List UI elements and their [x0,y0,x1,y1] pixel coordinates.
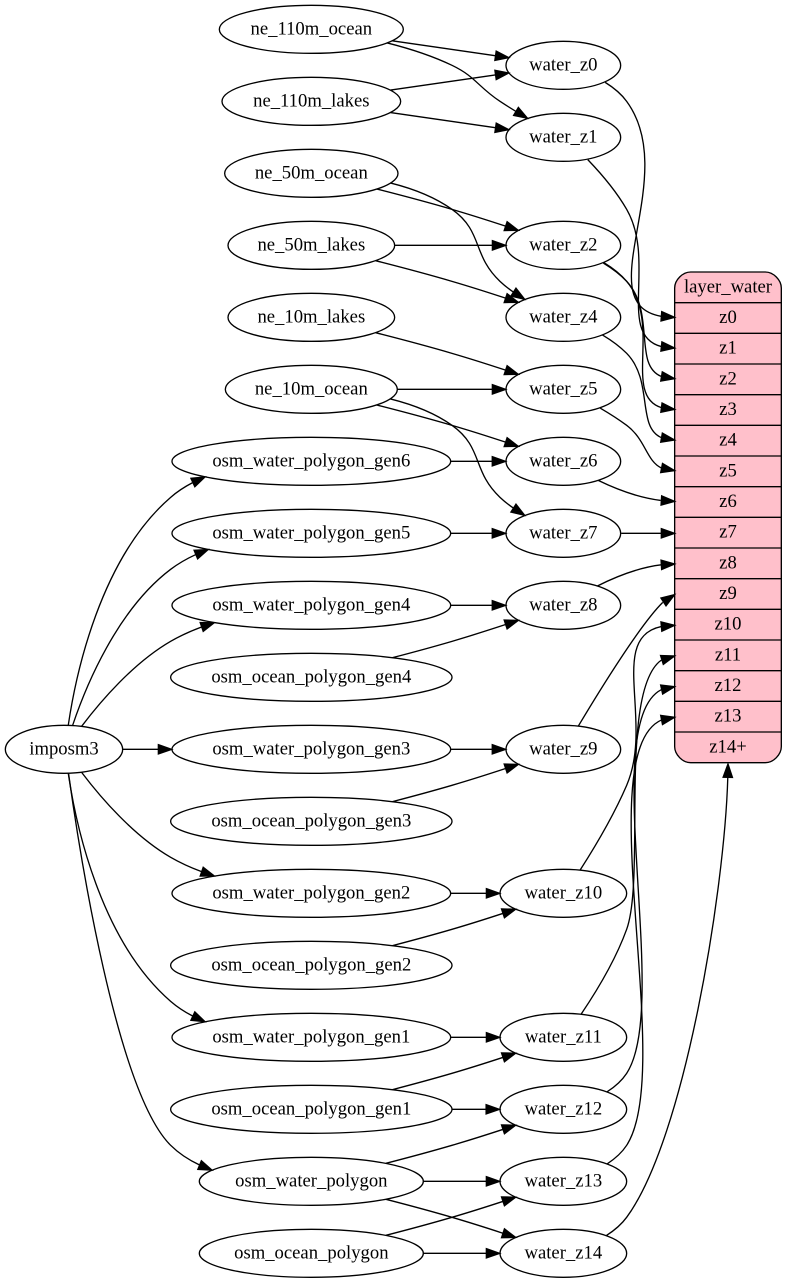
svg-text:ne_10m_ocean: ne_10m_ocean [255,378,369,399]
svg-text:water_z10: water_z10 [524,882,602,903]
svg-text:osm_ocean_polygon_gen4: osm_ocean_polygon_gen4 [211,666,412,687]
svg-text:z3: z3 [719,399,737,420]
svg-text:water_z4: water_z4 [529,306,598,327]
svg-text:z9: z9 [719,583,737,604]
svg-text:osm_ocean_polygon_gen1: osm_ocean_polygon_gen1 [211,1098,411,1119]
svg-text:ne_50m_ocean: ne_50m_ocean [255,162,369,183]
svg-text:water_z5: water_z5 [529,378,597,399]
svg-text:water_z8: water_z8 [529,594,597,615]
svg-text:imposm3: imposm3 [29,738,98,759]
svg-text:z11: z11 [715,644,741,665]
svg-text:ne_50m_lakes: ne_50m_lakes [257,234,365,255]
svg-text:osm_water_polygon_gen6: osm_water_polygon_gen6 [212,450,410,471]
svg-text:osm_water_polygon: osm_water_polygon [235,1170,388,1191]
svg-text:osm_ocean_polygon_gen3: osm_ocean_polygon_gen3 [211,810,411,831]
svg-text:osm_water_polygon_gen3: osm_water_polygon_gen3 [212,738,410,759]
svg-text:water_z6: water_z6 [529,450,597,471]
svg-text:z13: z13 [715,706,742,727]
svg-text:ne_110m_lakes: ne_110m_lakes [253,90,369,111]
svg-text:water_z1: water_z1 [529,126,597,147]
svg-text:osm_water_polygon_gen2: osm_water_polygon_gen2 [212,882,410,903]
svg-text:z2: z2 [719,368,737,389]
svg-text:z14+: z14+ [709,736,746,757]
svg-text:z4: z4 [719,430,737,451]
svg-text:water_z12: water_z12 [524,1098,602,1119]
svg-text:z1: z1 [719,338,737,359]
svg-text:z6: z6 [719,491,737,512]
svg-text:z12: z12 [715,675,742,696]
svg-text:water_z0: water_z0 [529,54,597,75]
svg-text:water_z9: water_z9 [529,738,597,759]
svg-text:osm_ocean_polygon: osm_ocean_polygon [234,1242,389,1263]
svg-text:water_z2: water_z2 [529,234,597,255]
svg-text:water_z7: water_z7 [529,522,597,543]
svg-text:z7: z7 [719,522,737,543]
svg-text:water_z13: water_z13 [524,1170,602,1191]
svg-text:osm_water_polygon_gen5: osm_water_polygon_gen5 [212,522,410,543]
svg-text:ne_110m_ocean: ne_110m_ocean [251,18,373,39]
svg-text:water_z11: water_z11 [525,1026,602,1047]
svg-text:osm_ocean_polygon_gen2: osm_ocean_polygon_gen2 [211,954,411,975]
svg-text:z10: z10 [715,614,742,635]
svg-text:z5: z5 [719,460,737,481]
svg-text:z8: z8 [719,552,737,573]
svg-text:layer_water: layer_water [684,276,773,297]
svg-text:osm_water_polygon_gen4: osm_water_polygon_gen4 [212,594,411,615]
svg-text:water_z14: water_z14 [524,1242,602,1263]
svg-text:osm_water_polygon_gen1: osm_water_polygon_gen1 [212,1026,410,1047]
svg-text:z0: z0 [719,307,737,328]
svg-text:ne_10m_lakes: ne_10m_lakes [257,306,365,327]
